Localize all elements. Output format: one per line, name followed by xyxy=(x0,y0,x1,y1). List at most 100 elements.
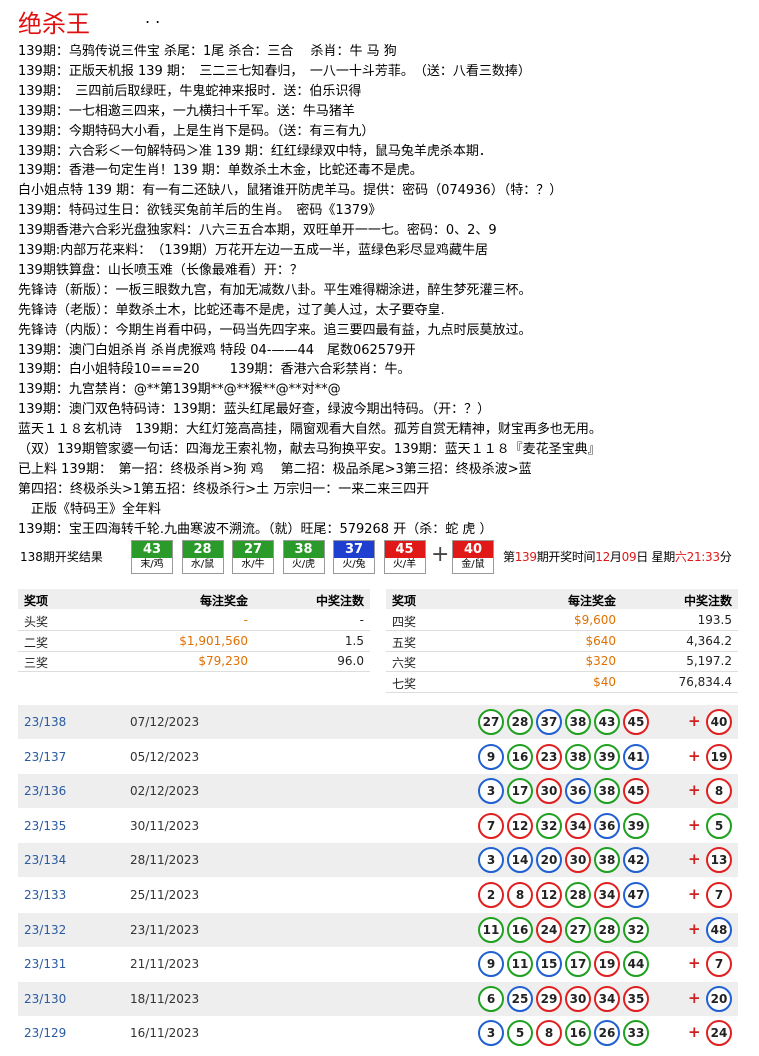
next-draw-part: 六 xyxy=(674,550,687,564)
history-plus: + xyxy=(688,781,701,800)
history-period: 23/138 xyxy=(24,715,67,729)
table-cell: 96.0 xyxy=(337,654,364,668)
result-ball: 27 水/牛 xyxy=(232,540,274,574)
number-ball: 30 xyxy=(565,985,591,1012)
history-date: 23/11/2023 xyxy=(130,922,200,937)
history-date: 02/12/2023 xyxy=(130,784,200,799)
next-draw-part: 期开奖时间 xyxy=(536,550,596,564)
table-row-line xyxy=(386,691,738,693)
next-draw-part: 12 xyxy=(595,550,610,564)
number-ball: 28 xyxy=(565,882,591,908)
history-plus: + xyxy=(688,919,701,938)
next-draw-part: 第 xyxy=(503,550,515,564)
number-ball: 5 xyxy=(507,1020,533,1047)
text-line: 139期：今期特码大小看，上是生肖下是码。（送：有三有九） xyxy=(18,123,375,139)
result-number: 40 xyxy=(453,541,493,558)
history-period: 23/130 xyxy=(24,991,67,1006)
next-draw-part: 09 xyxy=(621,550,637,564)
next-draw-part: 日 星期 xyxy=(636,550,675,564)
number-ball: 24 xyxy=(536,916,562,943)
result-zodiac: 火/羊 xyxy=(392,559,417,570)
number-ball: 3 xyxy=(478,1020,504,1047)
text-line: 139期：白小姐特段10===20 139期：香港六合彩禁肖：牛。 xyxy=(18,362,411,378)
history-date: 07/12/2023 xyxy=(130,715,200,729)
table-row-line xyxy=(386,630,738,631)
number-ball: 27 xyxy=(565,916,591,943)
table-cell: 1.5 xyxy=(344,633,364,648)
number-ball: 19 xyxy=(594,951,620,978)
history-date: 18/11/2023 xyxy=(130,991,200,1006)
history-plus: + xyxy=(688,815,701,834)
table-cell: - xyxy=(243,613,248,627)
number-ball: 42 xyxy=(623,847,649,874)
number-ball: 39 xyxy=(594,743,620,770)
number-ball: 2 xyxy=(478,882,504,908)
text-line: 139期：澳门双色特码诗：139期：蓝头红尾最好查，绿波今期出特码。（开：？） xyxy=(18,402,491,418)
text-line: （双）139期管家婆一句话：四海龙王索礼物，献去马狗换平安。139期：蓝天１１８… xyxy=(18,442,601,457)
result-plus: + xyxy=(431,542,450,567)
number-ball: 32 xyxy=(536,812,562,839)
table-header: 中奖注数 xyxy=(315,594,364,608)
number-ball: 11 xyxy=(478,916,504,943)
number-ball: 23 xyxy=(536,743,562,770)
result-number: 45 xyxy=(384,541,425,558)
table-cell: $1,901,560 xyxy=(179,633,248,648)
history-date: 21/11/2023 xyxy=(130,957,200,972)
text-line: 139期：一七相邀三四来，一九横扫十千军。送：牛马猪羊 xyxy=(18,103,355,119)
table-cell: 4,364.2 xyxy=(686,633,732,648)
text-line: 139期铁算盘：山长喷玉难（长像最难看）开：？ xyxy=(18,262,303,278)
result-ball: 37 火/兔 xyxy=(333,540,375,574)
number-ball: 39 xyxy=(623,812,649,839)
history-date: 05/12/2023 xyxy=(130,749,200,764)
number-ball: 35 xyxy=(623,985,649,1012)
number-ball: 33 xyxy=(623,1020,649,1047)
table-cell: $640 xyxy=(585,633,616,648)
number-ball: 30 xyxy=(536,778,562,805)
number-ball: 36 xyxy=(594,812,620,839)
number-ball: 16 xyxy=(565,1020,591,1047)
text-line: 139期：九宫禁肖：@**第139期**@**猴**@**对**@ xyxy=(18,382,341,398)
number-ball: 25 xyxy=(507,985,533,1012)
text-line: 第四招：终极杀头>1第五招：终极杀行>土 万宗归一：一来二来三四开 xyxy=(18,481,430,497)
table-cell: 四奖 xyxy=(392,615,417,629)
number-ball: 26 xyxy=(594,1020,620,1047)
text-line: 已上料 139期： 第一招：终极杀肖>狗 鸡 第二招：极品杀尾>3第三招：终极杀… xyxy=(18,461,532,477)
special-ball: 19 xyxy=(706,743,732,770)
special-ball: 7 xyxy=(706,951,732,978)
table-cell: $9,600 xyxy=(574,613,616,627)
result-label: 138期开奖结果 xyxy=(20,550,103,564)
table-header-bg xyxy=(386,589,738,609)
table-cell: $320 xyxy=(585,654,616,668)
number-ball: 8 xyxy=(507,882,533,908)
text-line: 白小姐点特 139 期：有一有二还缺八，鼠猪谁开防虎羊马。提供：密码（07493… xyxy=(18,183,563,199)
table-row-line xyxy=(386,671,738,672)
number-ball: 12 xyxy=(507,812,533,839)
special-ball: 7 xyxy=(706,882,732,908)
number-ball: 37 xyxy=(536,709,562,735)
history-period: 23/133 xyxy=(24,888,67,902)
table-row-line xyxy=(18,671,370,672)
table-header: 每注奖金 xyxy=(567,594,616,608)
history-plus: + xyxy=(688,712,701,730)
special-ball: 20 xyxy=(706,985,732,1012)
text-line: 139期：宝王四海转千轮.九曲寒波不溯流。（就）旺尾：579268 开（杀：蛇 … xyxy=(18,521,493,537)
special-ball: 40 xyxy=(706,709,732,735)
table-cell: - xyxy=(359,613,364,627)
result-zodiac: 火/虎 xyxy=(291,559,316,570)
next-draw: 第139期开奖时间12月09日 星期六21:33分 xyxy=(503,548,732,565)
text-line: 139期：特码过生日：欲钱买兔前羊后的生肖。 密码《1379》 xyxy=(18,203,382,219)
result-ball: 43 末/鸡 xyxy=(131,540,173,574)
text-line: 139期：乌鸦传说三件宝 杀尾：1尾 杀合：三合 杀肖：牛 马 狗 xyxy=(18,44,397,59)
history-period: 23/134 xyxy=(24,853,67,868)
number-ball: 34 xyxy=(594,882,620,908)
table-cell: 六奖 xyxy=(392,656,417,670)
number-ball: 36 xyxy=(565,778,591,805)
table-header: 每注奖金 xyxy=(199,594,248,608)
history-date: 25/11/2023 xyxy=(130,888,200,902)
table-cell: 五奖 xyxy=(392,635,417,650)
table-cell: 三奖 xyxy=(24,656,49,670)
history-plus: + xyxy=(688,850,701,869)
table-header: 奖项 xyxy=(392,594,417,608)
table-header-bg xyxy=(18,589,370,609)
